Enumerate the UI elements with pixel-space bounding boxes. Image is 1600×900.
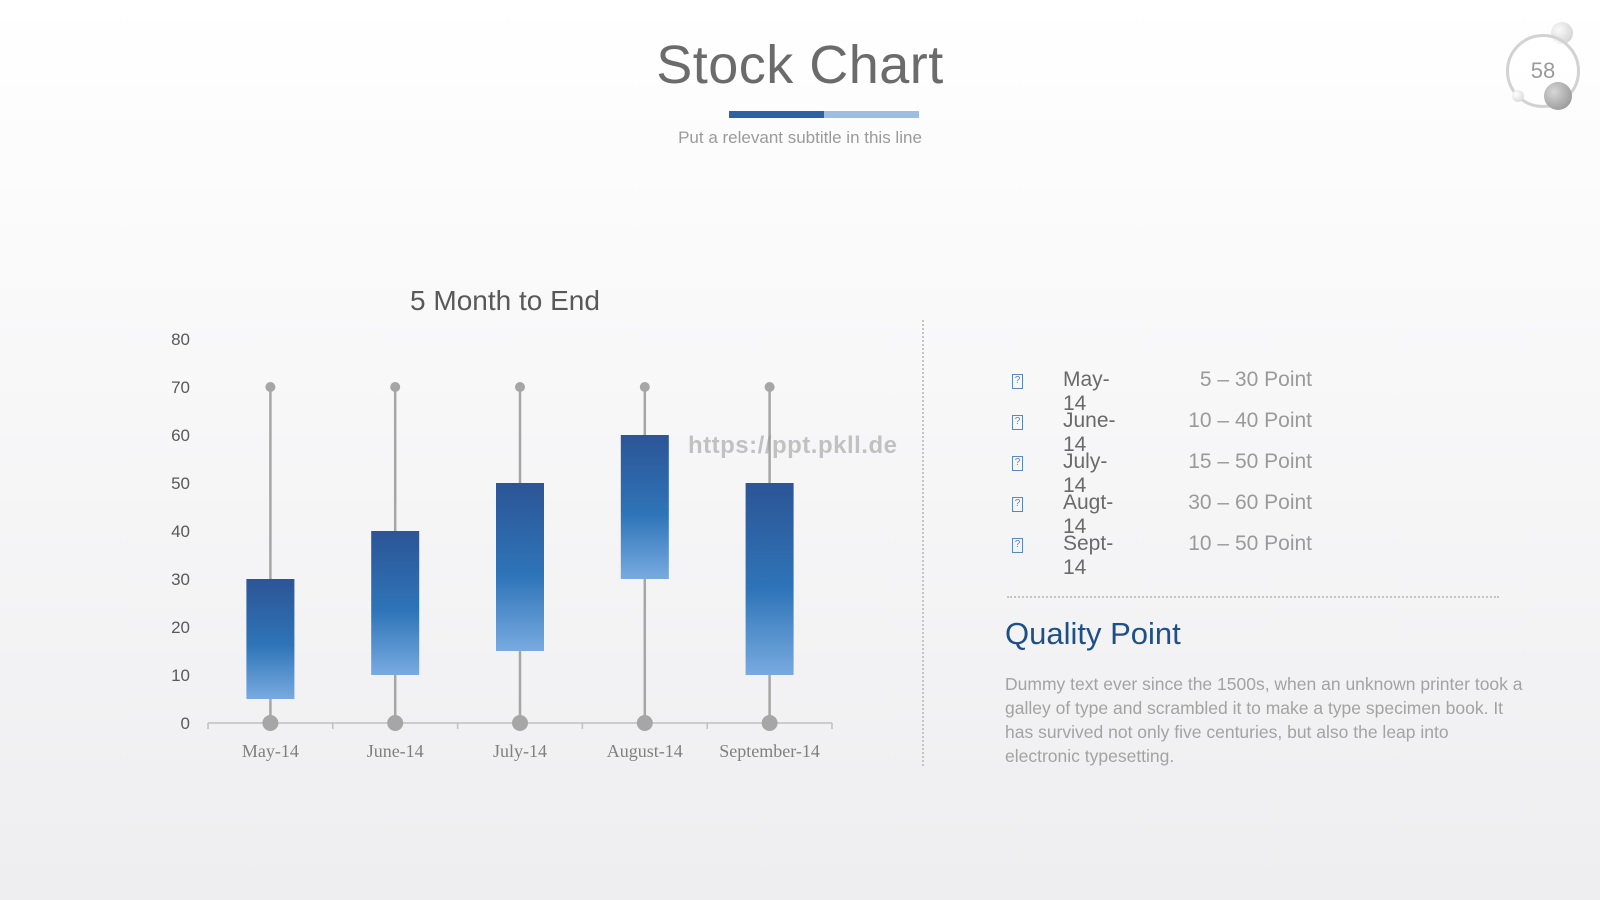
low-marker — [387, 715, 404, 731]
x-tick-label: August-14 — [607, 741, 683, 761]
candle-box — [371, 531, 420, 675]
candle-box — [496, 483, 544, 651]
x-tick-label: July-14 — [493, 741, 547, 761]
decor-bubble-tiny — [1512, 90, 1524, 102]
legend-range: 15 – 50 Point — [1188, 450, 1312, 473]
x-tick-label: June-14 — [367, 741, 424, 761]
stock-chart: 5 Month to End 0 10 20 30 40 50 60 70 80 May-14 Ju… — [171, 285, 833, 761]
y-tick-label: 20 — [171, 618, 190, 637]
vertical-divider — [922, 320, 924, 766]
y-tick-label: 40 — [171, 522, 190, 541]
low-marker — [761, 715, 778, 731]
y-tick-label: 70 — [171, 378, 190, 397]
low-marker — [262, 715, 279, 731]
high-marker — [515, 382, 525, 392]
low-marker — [636, 715, 653, 731]
y-tick-label: 30 — [171, 570, 190, 589]
horizontal-divider — [1007, 596, 1499, 598]
y-tick-label: 80 — [171, 330, 190, 349]
legend-range: 30 – 60 Point — [1188, 491, 1312, 514]
high-marker — [390, 382, 401, 392]
y-tick-label: 0 — [181, 714, 190, 733]
legend-range: 5 – 30 Point — [1199, 368, 1312, 391]
missing-glyph-icon: ? — [1012, 497, 1023, 512]
x-tick-label: September-14 — [719, 741, 820, 761]
high-marker — [639, 382, 650, 392]
title-underline-dark — [729, 111, 824, 118]
high-marker — [764, 382, 775, 392]
legend-range: 10 – 40 Point — [1188, 409, 1312, 432]
legend-range: 10 – 50 Point — [1188, 532, 1312, 555]
chart-title: 5 Month to End — [410, 285, 600, 316]
missing-glyph-icon: ? — [1012, 538, 1023, 553]
y-tick-label: 50 — [171, 474, 190, 493]
high-marker — [265, 382, 276, 392]
info-body: Dummy text ever since the 1500s, when an… — [1005, 674, 1523, 766]
legend-month: June-14 — [1063, 409, 1116, 456]
legend-month: Sept-14 — [1063, 532, 1114, 579]
y-tick-label: 60 — [171, 426, 190, 445]
slide-title: Stock Chart — [656, 35, 944, 95]
slide-subtitle: Put a relevant subtitle in this line — [678, 128, 922, 147]
low-marker — [512, 715, 528, 731]
legend-month: May-14 — [1063, 368, 1110, 415]
title-underline — [729, 111, 919, 118]
decor-bubble-dark — [1544, 82, 1572, 110]
candle-box — [620, 435, 669, 579]
info-heading: Quality Point — [1005, 616, 1181, 651]
candle-box — [745, 483, 794, 675]
plot-area: 0 10 20 30 40 50 60 70 80 May-14 June-14 July-14 Aug… — [171, 330, 833, 761]
title-underline-light — [824, 111, 919, 118]
legend-month: July-14 — [1063, 450, 1108, 497]
watermark-text: https://ppt.pkll.de — [688, 432, 898, 459]
missing-glyph-icon: ? — [1012, 374, 1023, 389]
candle-box — [246, 579, 295, 699]
missing-glyph-icon: ? — [1012, 456, 1023, 471]
y-tick-label: 10 — [171, 666, 190, 685]
missing-glyph-icon: ? — [1012, 415, 1023, 430]
x-tick-label: May-14 — [242, 741, 299, 761]
legend-month: Augt-14 — [1063, 491, 1114, 538]
